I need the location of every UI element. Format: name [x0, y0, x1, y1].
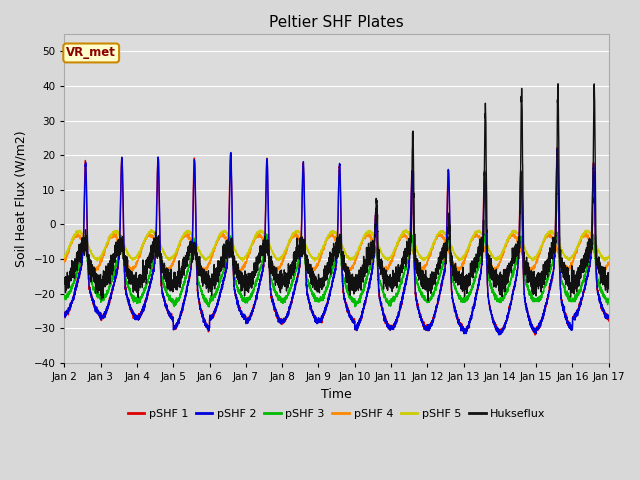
Y-axis label: Soil Heat Flux (W/m2): Soil Heat Flux (W/m2)	[15, 130, 28, 267]
Title: Peltier SHF Plates: Peltier SHF Plates	[269, 15, 404, 30]
X-axis label: Time: Time	[321, 388, 352, 401]
Legend: pSHF 1, pSHF 2, pSHF 3, pSHF 4, pSHF 5, Hukseflux: pSHF 1, pSHF 2, pSHF 3, pSHF 4, pSHF 5, …	[123, 405, 550, 423]
Text: VR_met: VR_met	[67, 47, 116, 60]
